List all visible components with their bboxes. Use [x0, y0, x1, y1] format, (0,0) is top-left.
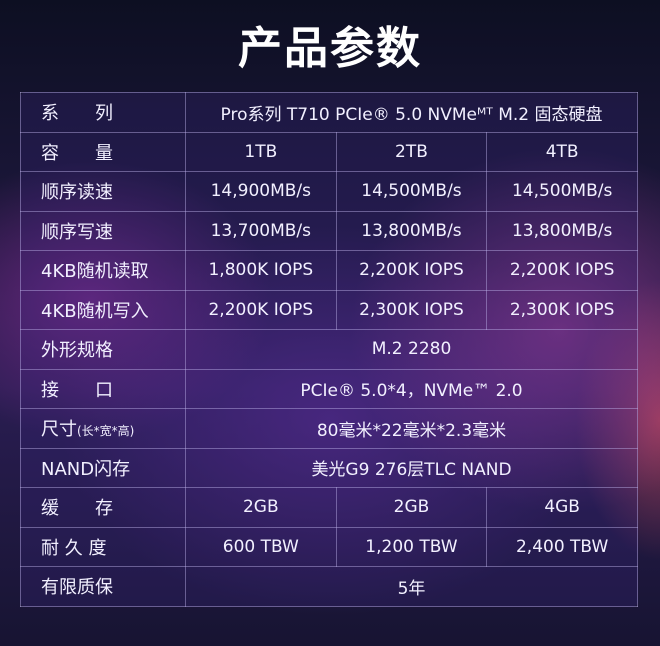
spec-label-text: 外形规格: [41, 340, 113, 362]
spec-value: 2,400 TBW: [486, 526, 638, 567]
spec-label-text: 尺寸: [41, 419, 77, 441]
spec-value: 14,500MB/s: [335, 171, 488, 212]
spec-label: 顺序写速: [20, 210, 186, 251]
spec-label: NAND闪存: [20, 447, 186, 488]
spec-label: 缓 存: [20, 487, 186, 528]
spec-label: 有限质保: [20, 566, 186, 607]
spec-row: 缓 存 2GB 2GB 4GB: [20, 487, 638, 528]
spec-row: 接 口 PCIe® 5.0*4，NVMe™ 2.0: [20, 368, 638, 409]
spec-label-note: (长*宽*高): [77, 424, 135, 439]
spec-label-text: 4KB随机读取: [41, 261, 149, 283]
spec-value: 14,900MB/s: [185, 171, 337, 212]
spec-label-text: 接 口: [41, 379, 113, 401]
spec-value: 4TB: [486, 131, 638, 172]
spec-value: 1,800K IOPS: [185, 250, 337, 291]
spec-label-text: 顺序写速: [41, 221, 113, 243]
page-title: 产品参数: [238, 23, 422, 74]
spec-value: 美光G9 276层TLC NAND: [185, 447, 638, 488]
spec-row: 系 列 Pro系列 T710 PCIe® 5.0 NVMeᴹᵀ M.2 固态硬盘: [20, 92, 638, 133]
spec-value: 14,500MB/s: [486, 171, 638, 212]
spec-value: 2,200K IOPS: [185, 289, 337, 330]
spec-value: PCIe® 5.0*4，NVMe™ 2.0: [185, 368, 638, 409]
spec-value: 13,800MB/s: [335, 210, 488, 251]
spec-label: 尺寸(长*宽*高): [20, 408, 186, 449]
spec-row: 外形规格 M.2 2280: [20, 329, 638, 370]
spec-label-text: 系 列: [41, 103, 113, 125]
spec-value: M.2 2280: [185, 329, 638, 370]
spec-value: 2TB: [335, 131, 488, 172]
spec-row: 容 量 1TB 2TB 4TB: [20, 131, 638, 172]
spec-row: 有限质保 5年: [20, 566, 638, 607]
spec-label-text: 耐 久 度: [41, 537, 107, 559]
spec-label: 耐 久 度: [20, 526, 186, 567]
spec-label-text: 4KB随机写入: [41, 300, 149, 322]
spec-value: 13,800MB/s: [486, 210, 638, 251]
spec-row: 顺序写速 13,700MB/s 13,800MB/s 13,800MB/s: [20, 210, 638, 251]
spec-value: Pro系列 T710 PCIe® 5.0 NVMeᴹᵀ M.2 固态硬盘: [185, 92, 638, 133]
spec-value: 2,300K IOPS: [335, 289, 488, 330]
spec-label: 4KB随机读取: [20, 250, 186, 291]
spec-value: 600 TBW: [185, 526, 337, 567]
spec-row: 4KB随机写入 2,200K IOPS 2,300K IOPS 2,300K IOPS: [20, 289, 638, 330]
spec-label-text: 有限质保: [41, 577, 113, 599]
spec-row: 顺序读速 14,900MB/s 14,500MB/s 14,500MB/s: [20, 171, 638, 212]
spec-value: 2GB: [185, 487, 337, 528]
spec-value: 1TB: [185, 131, 337, 172]
spec-label: 顺序读速: [20, 171, 186, 212]
spec-label: 外形规格: [20, 329, 186, 370]
spec-value: 2,300K IOPS: [486, 289, 638, 330]
spec-label: 接 口: [20, 368, 186, 409]
spec-value: 5年: [185, 566, 638, 607]
spec-row: 耐 久 度 600 TBW 1,200 TBW 2,400 TBW: [20, 526, 638, 567]
spec-value: 2GB: [335, 487, 488, 528]
spec-value: 2,200K IOPS: [486, 250, 638, 291]
spec-row: 4KB随机读取 1,800K IOPS 2,200K IOPS 2,200K IOPS: [20, 250, 638, 291]
spec-row: NAND闪存 美光G9 276层TLC NAND: [20, 447, 638, 488]
spec-label-text: 缓 存: [41, 498, 113, 520]
spec-value: 80毫米*22毫米*2.3毫米: [185, 408, 638, 449]
spec-label: 4KB随机写入: [20, 289, 186, 330]
spec-value: 13,700MB/s: [185, 210, 337, 251]
spec-label-text: 容 量: [41, 142, 113, 164]
spec-label-text: 顺序读速: [41, 182, 113, 204]
spec-label: 容 量: [20, 131, 186, 172]
spec-value: 4GB: [486, 487, 638, 528]
spec-table: 系 列 Pro系列 T710 PCIe® 5.0 NVMeᴹᵀ M.2 固态硬盘容…: [20, 92, 638, 607]
spec-label: 系 列: [20, 92, 186, 133]
spec-value: 2,200K IOPS: [335, 250, 488, 291]
spec-label-text: NAND闪存: [41, 458, 131, 480]
spec-row: 尺寸(长*宽*高) 80毫米*22毫米*2.3毫米: [20, 408, 638, 449]
spec-value: 1,200 TBW: [335, 526, 488, 567]
